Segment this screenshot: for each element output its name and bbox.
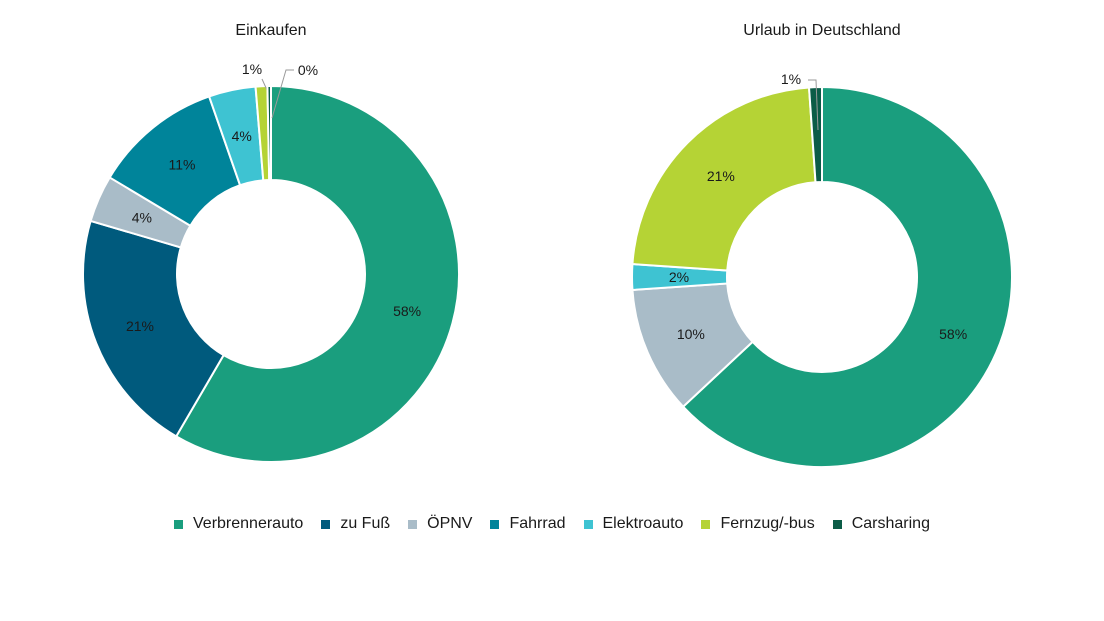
slice-verbrennerauto [174,84,460,463]
legend-swatch [321,519,331,529]
legend-label: ÖPNV [427,515,473,532]
legend-label: Verbrennerauto [193,515,304,532]
data-label: 0% [298,62,318,78]
legend-swatch [701,519,711,529]
data-label: 1% [242,61,262,77]
leader-line [271,69,294,119]
legend-label: Fernzug/-bus [720,515,815,532]
data-label: 4% [132,209,152,225]
legend-swatch [583,519,593,529]
legend-label: Carsharing [851,515,930,532]
data-label: 21% [707,168,735,184]
legend-swatch [408,519,418,529]
legend-item-elektroauto: Elektroauto [583,515,684,533]
legend-swatch [490,519,500,529]
legend-item-carsharing: Carsharing [832,515,930,533]
legend-item-zu-fuss: zu Fuß [321,515,390,533]
donut-einkaufen: 58% 21% 4% 11% 4% 1% 0% [82,61,460,463]
slice-carsharing [807,85,823,184]
chart-title-urlaub: Urlaub in Deutschland [743,22,900,39]
slice-fernzug-bus [631,86,817,272]
data-label: 1% [781,71,801,87]
leader-line [808,79,819,131]
slice-carsharing [266,84,272,182]
data-label: 21% [126,318,154,334]
data-label: 2% [669,269,689,285]
leader-line [261,78,268,91]
legend-item-oepnv: ÖPNV [408,515,472,533]
data-label: 10% [677,326,705,342]
chart-title-einkaufen: Einkaufen [235,22,306,39]
donut-urlaub: 58% 10% 2% 21% 1% [631,71,1013,468]
slice-zu-fuß [82,219,225,438]
data-label: 4% [232,128,252,144]
legend-label: zu Fuß [340,515,391,532]
legend-swatch [832,519,842,529]
data-label: 58% [393,303,421,319]
legend: Verbrennerauto zu Fuß ÖPNV Fahrrad Elekt… [0,515,1104,533]
legend-item-verbrennerauto: Verbrennerauto [174,515,303,533]
data-label: 58% [939,326,967,342]
data-label: 11% [168,157,195,173]
legend-item-fahrrad: Fahrrad [490,515,566,533]
legend-swatch [174,519,184,529]
legend-item-fernzug-bus: Fernzug/-bus [701,515,815,533]
slice-verbrennerauto [681,85,1013,468]
legend-label: Elektroauto [602,515,684,532]
legend-label: Fahrrad [509,515,566,532]
